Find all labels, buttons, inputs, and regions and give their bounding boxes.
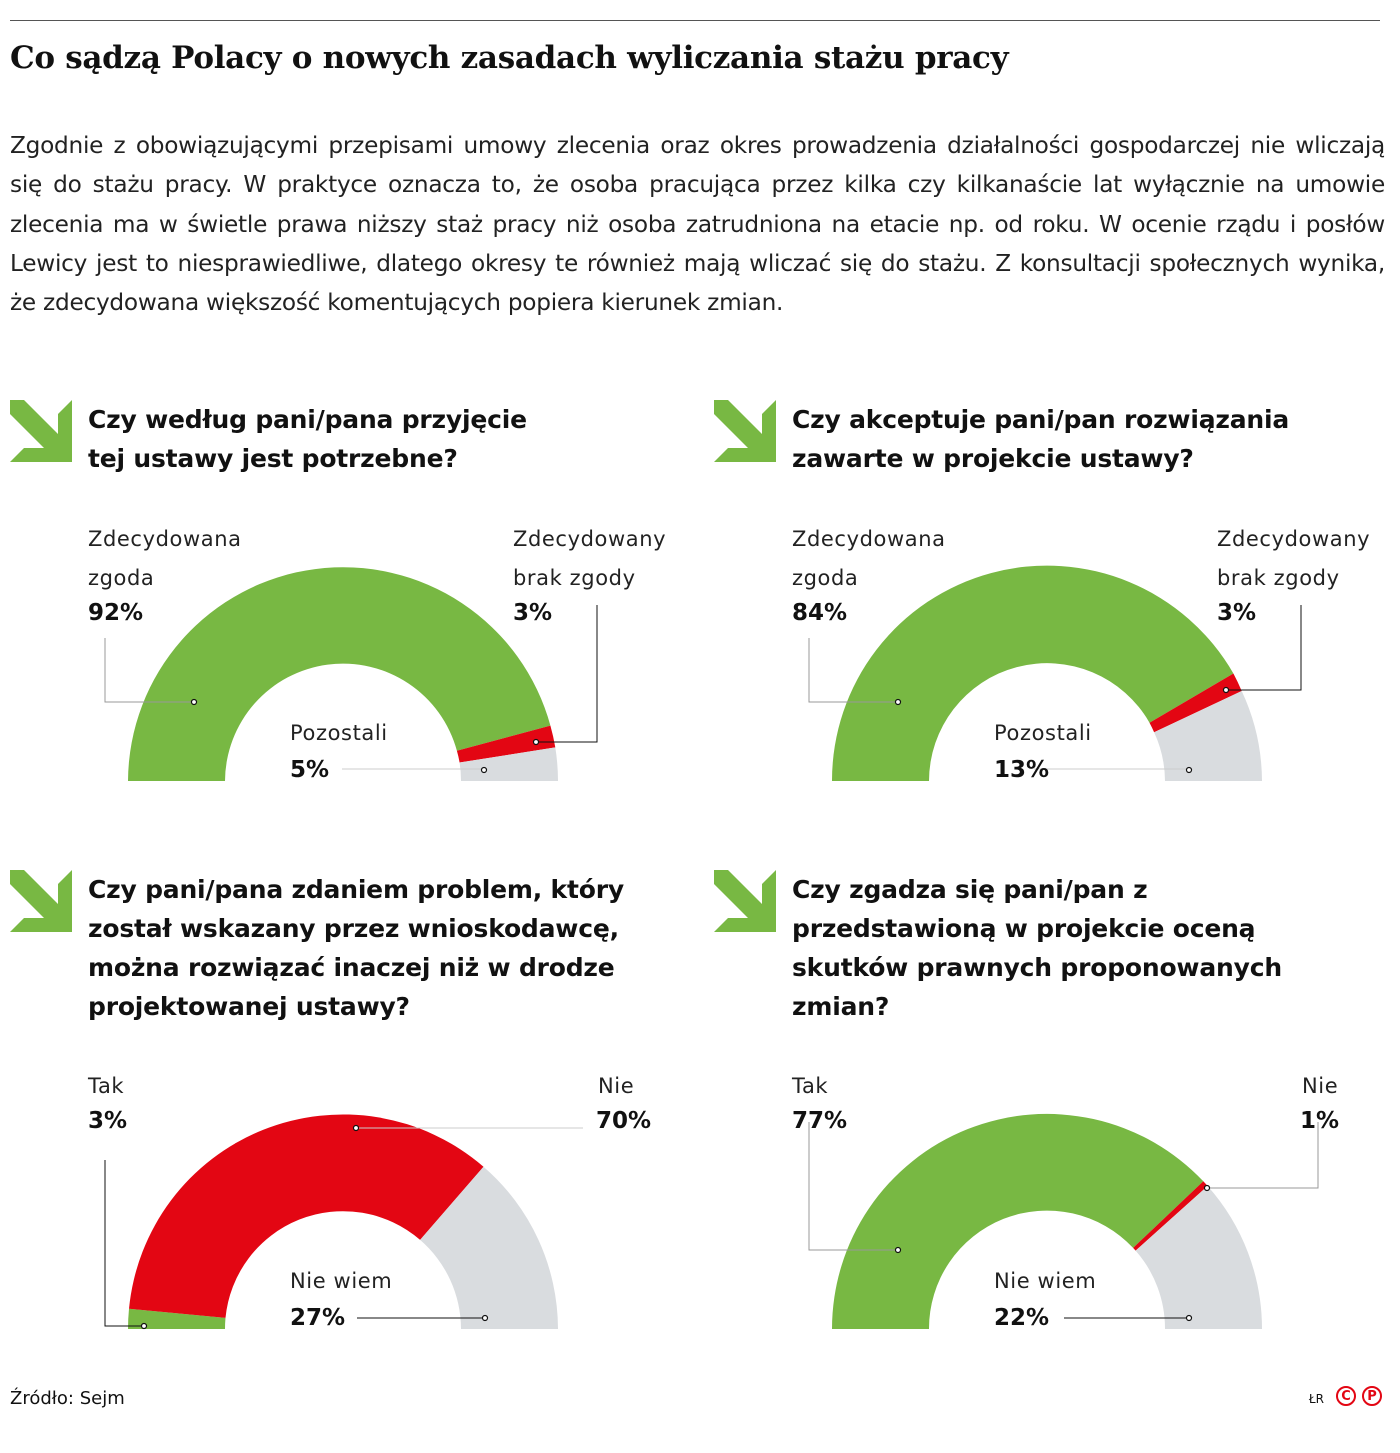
segment-green [128, 1308, 226, 1329]
pct-pozostali: 13% [994, 757, 1050, 783]
segment-red [1149, 673, 1242, 733]
pct-tak: 77% [792, 1108, 848, 1134]
chart-panel-2: Czy akceptuje pani/pan rozwiązania zawar… [704, 400, 1400, 800]
segment-gray [1135, 1186, 1262, 1329]
copyright-c-icon: C [1336, 1386, 1356, 1406]
label-nie: Nie [1302, 1074, 1339, 1098]
pct-pozostali: 5% [290, 757, 330, 783]
arrow-down-right-icon [10, 400, 72, 462]
label-zgoda: Zdecydowana zgoda [792, 527, 946, 590]
label-tak: Tak [792, 1074, 829, 1098]
gauge-svg-2 [808, 565, 1302, 781]
gauge-chart-4: Tak 77% Nie 1% Nie wiem 22% [704, 870, 1400, 1340]
label-nie-wiem: Nie wiem [994, 1269, 1097, 1293]
label-pozostali: Pozostali [994, 721, 1092, 745]
gauge-svg-4 [808, 1113, 1319, 1329]
copyright-p-icon: P [1362, 1386, 1382, 1406]
author-initials: ŁR [1308, 1392, 1324, 1406]
arrow-down-right-icon [714, 400, 776, 462]
pct-brak-zgody: 3% [1217, 600, 1257, 626]
arrow-down-right-icon [10, 870, 72, 932]
gauge-chart-2: Zdecydowana zgoda 84% Zdecydowany brak zgo… [704, 400, 1400, 800]
source-note: Źródło: Sejm [10, 1388, 125, 1409]
segment-gray [1154, 691, 1262, 781]
pct-tak: 3% [88, 1108, 128, 1134]
page-title: Co sądzą Polacy o nowych zasadach wylicz… [10, 40, 1009, 76]
segment-green [832, 1113, 1204, 1329]
chart-panel-1: Czy według pani/pana przyjęcie tej ustaw… [0, 400, 700, 800]
gauge-chart-3: Tak 3% Nie 70% Nie wiem 27% [0, 870, 700, 1340]
segment-green [128, 567, 551, 781]
intro-paragraph: Zgodnie z obowiązującymi przepisami umow… [10, 132, 1385, 317]
label-pozostali: Pozostali [290, 721, 388, 745]
arrow-down-right-icon [714, 870, 776, 932]
pct-nie: 1% [1300, 1108, 1340, 1134]
question-3: Czy pani/pana zdaniem problem, który zos… [88, 875, 624, 1021]
pct-zgoda: 84% [792, 600, 848, 626]
pct-nie-wiem: 22% [994, 1305, 1050, 1331]
chart-panel-3: Czy pani/pana zdaniem problem, który zos… [0, 870, 700, 1340]
question-1: Czy według pani/pana przyjęcie tej ustaw… [88, 405, 527, 473]
segment-red [129, 1114, 484, 1318]
label-nie: Nie [598, 1074, 635, 1098]
segment-red [456, 725, 556, 763]
segment-green [831, 565, 1234, 781]
segment-red [1133, 1181, 1208, 1251]
label-brak-zgody: Zdecydowany brak zgody [1217, 527, 1371, 590]
publisher-logo: ŁR C P [1309, 1386, 1382, 1406]
chart-panel-4: Czy zgadza się pani/pan z przedstawioną … [704, 870, 1400, 1340]
label-tak: Tak [88, 1074, 125, 1098]
pct-nie-wiem: 27% [290, 1305, 346, 1331]
top-rule [10, 20, 1380, 21]
question-4: Czy zgadza się pani/pan z przedstawioną … [792, 875, 1282, 1021]
label-brak-zgody: Zdecydowany brak zgody [513, 527, 667, 590]
gauge-svg-3 [104, 1114, 583, 1330]
label-zgoda: Zdecydowana zgoda [88, 527, 242, 590]
pct-nie: 70% [596, 1108, 652, 1134]
gauge-svg-1 [104, 567, 598, 781]
segment-gray [420, 1166, 558, 1329]
question-2: Czy akceptuje pani/pan rozwiązania zawar… [792, 405, 1290, 473]
pct-brak-zgody: 3% [513, 600, 553, 626]
gauge-chart-1: Zdecydowana zgoda 92% Zdecydowany brak zgo… [0, 400, 700, 800]
label-nie-wiem: Nie wiem [290, 1269, 393, 1293]
pct-zgoda: 92% [88, 600, 144, 626]
